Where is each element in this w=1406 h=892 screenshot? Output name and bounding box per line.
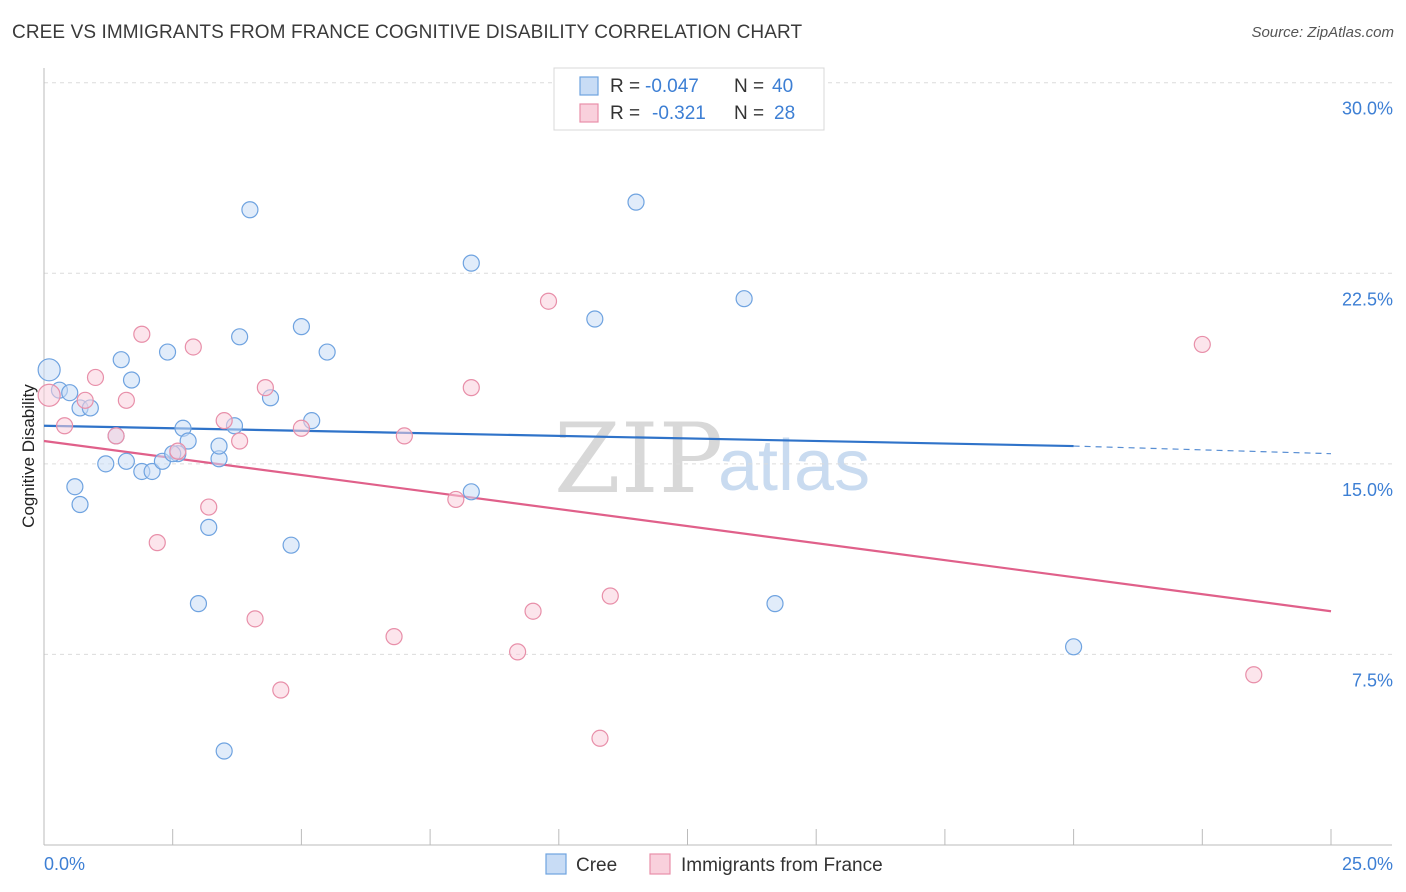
data-point-0-2	[61, 384, 79, 402]
data-point-1-12	[231, 432, 249, 450]
trend-line-dashed-0	[1073, 445, 1332, 455]
bottom-legend-label-france: Immigrants from France	[681, 855, 883, 876]
data-point-1-18	[395, 427, 413, 445]
data-points	[37, 193, 1263, 760]
watermark-atlas: atlas	[718, 426, 870, 506]
legend-r-label-cree: R =	[610, 76, 640, 97]
chart-source: Source: ZipAtlas.com	[1251, 24, 1394, 41]
data-point-1-16	[292, 419, 310, 437]
legend-r-value-france: -0.321	[652, 103, 706, 124]
legend-swatch-cree	[579, 76, 599, 96]
data-point-1-1	[55, 417, 74, 435]
trend-line-1	[43, 439, 1332, 613]
data-point-1-3	[86, 368, 105, 387]
data-point-1-9	[184, 338, 202, 356]
watermark-zip: ZIP	[554, 403, 723, 515]
data-point-1-19	[447, 490, 465, 509]
legend-r-value-cree: -0.047	[645, 76, 699, 97]
grid-lines	[44, 82, 1392, 655]
data-point-0-26	[189, 595, 208, 613]
data-point-0-37	[766, 595, 784, 613]
trend-line-0	[43, 424, 1074, 448]
x-tick-label-0: 0.0%	[44, 854, 85, 874]
data-point-0-36	[735, 290, 753, 308]
data-point-1-10	[200, 498, 218, 516]
y-tick-label-2: 22.5%	[1342, 289, 1393, 309]
legend-r-label-france: R =	[610, 103, 640, 124]
data-point-1-6	[133, 325, 151, 343]
data-point-0-9	[122, 371, 141, 389]
data-point-1-0	[37, 383, 61, 407]
data-point-0-31	[318, 343, 336, 361]
legend-n-label-france: N =	[734, 103, 764, 124]
data-point-0-13	[143, 462, 161, 481]
data-point-0-29	[292, 318, 310, 336]
data-point-1-20	[462, 379, 480, 397]
y-tick-label-1: 15.0%	[1342, 480, 1393, 500]
data-point-1-23	[539, 292, 558, 310]
data-point-1-11	[215, 412, 233, 430]
data-point-1-14	[256, 379, 274, 397]
data-point-0-7	[97, 455, 115, 473]
data-point-0-38	[1064, 638, 1083, 656]
data-point-0-11	[117, 452, 135, 470]
data-point-1-8	[169, 442, 187, 460]
data-point-1-2	[76, 391, 94, 409]
data-point-1-13	[246, 610, 264, 628]
data-point-0-8	[112, 351, 130, 369]
tick-labels: 7.5% 15.0% 22.5% 30.0% 0.0% 25.0%	[44, 99, 1393, 874]
bottom-legend: Cree Immigrants from France	[545, 853, 883, 876]
data-point-1-5	[117, 391, 135, 409]
data-point-0-33	[462, 254, 480, 272]
data-point-1-26	[1193, 335, 1211, 354]
data-point-0-25	[210, 437, 228, 455]
y-tick-label-3: 30.0%	[1342, 99, 1393, 119]
legend-n-label-cree: N =	[734, 76, 764, 97]
top-legend: R = -0.047 N = 40 R = -0.321 N = 28	[553, 67, 825, 131]
data-point-1-24	[591, 729, 609, 747]
chart-title: CREE VS IMMIGRANTS FROM FRANCE COGNITIVE…	[12, 22, 803, 43]
data-point-0-34	[586, 310, 604, 328]
legend-swatch-france	[579, 103, 599, 123]
data-point-0-0	[37, 358, 61, 382]
data-point-0-22	[231, 328, 249, 346]
legend-n-value-cree: 40	[772, 76, 793, 97]
bottom-legend-swatch-france	[649, 853, 671, 875]
x-tick-label-1: 25.0%	[1342, 854, 1393, 874]
data-point-0-15	[158, 343, 177, 361]
data-point-0-32	[462, 483, 480, 501]
data-point-1-25	[601, 587, 619, 605]
data-point-1-7	[148, 534, 166, 552]
data-point-0-23	[241, 201, 259, 219]
y-tick-label-0: 7.5%	[1352, 670, 1393, 690]
data-point-0-19	[200, 518, 218, 536]
axes	[43, 68, 1392, 846]
data-point-0-35	[627, 193, 645, 211]
bottom-legend-label-cree: Cree	[576, 855, 617, 876]
data-point-0-28	[282, 536, 300, 554]
data-point-1-17	[385, 628, 403, 646]
data-point-0-6	[71, 495, 89, 514]
trend-lines	[43, 424, 1332, 613]
legend-n-value-france: 28	[774, 103, 795, 124]
data-point-1-4	[107, 427, 125, 445]
y-axis-label: Cognitive Disability	[19, 384, 38, 528]
data-point-0-17	[179, 432, 197, 450]
bottom-legend-swatch-cree	[545, 853, 567, 875]
data-point-1-22	[524, 602, 542, 620]
data-point-1-27	[1245, 666, 1263, 684]
data-point-1-15	[272, 681, 290, 699]
top-legend-box	[553, 67, 825, 131]
data-point-0-5	[66, 478, 84, 496]
data-point-1-21	[509, 643, 527, 661]
data-point-0-27	[215, 742, 233, 760]
